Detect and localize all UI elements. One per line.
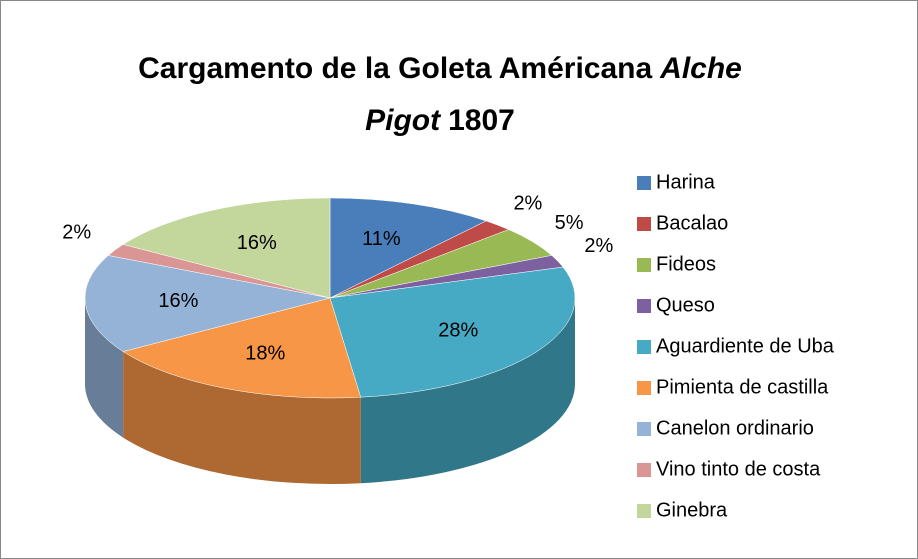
data-label: 2% (513, 192, 542, 214)
data-label: 18% (245, 342, 285, 364)
legend-label: Pimienta de castilla (656, 376, 829, 398)
legend-swatch (637, 258, 651, 272)
slice (329, 266, 576, 398)
data-label: 11% (362, 228, 401, 250)
data-label: 16% (158, 290, 198, 312)
slice (122, 297, 362, 399)
legend-swatch (637, 463, 651, 477)
slice (329, 197, 487, 299)
slice-side (85, 298, 124, 438)
legend-swatch (637, 217, 651, 231)
legend-swatch (637, 176, 651, 190)
legend-label: Bacalao (656, 212, 728, 234)
slice-side (123, 351, 361, 484)
legend-label: Vino tinto de costa (656, 458, 821, 480)
data-label: 5% (555, 212, 584, 234)
legend-label: Harina (656, 171, 716, 193)
data-label: 2% (584, 235, 613, 257)
data-label: 16% (237, 232, 277, 254)
title-part: Pigot (365, 104, 442, 137)
legend-swatch (637, 422, 651, 436)
legend-label: Aguardiente de Uba (656, 335, 835, 357)
title-part: 1807 (448, 104, 515, 137)
chart-title: Cargamento de la Goleta Américana Alche (138, 52, 742, 85)
legend-swatch (637, 381, 651, 395)
title-part: Cargamento de la Goleta Américana (138, 52, 652, 85)
slice-side (360, 298, 575, 484)
data-label: 2% (62, 221, 91, 243)
slice (122, 197, 331, 299)
slice (84, 255, 331, 352)
chart-title: Pigot 1807 (365, 104, 515, 137)
legend-swatch (637, 504, 651, 518)
legend-swatch (637, 340, 651, 354)
legend-label: Fideos (656, 253, 716, 275)
legend-label: Queso (656, 294, 715, 316)
data-label: 28% (438, 320, 478, 342)
title-part: Alche (659, 52, 742, 85)
legend-label: Ginebra (656, 499, 728, 521)
legend-label: Canelon ordinario (656, 417, 814, 439)
legend-swatch (637, 299, 651, 313)
